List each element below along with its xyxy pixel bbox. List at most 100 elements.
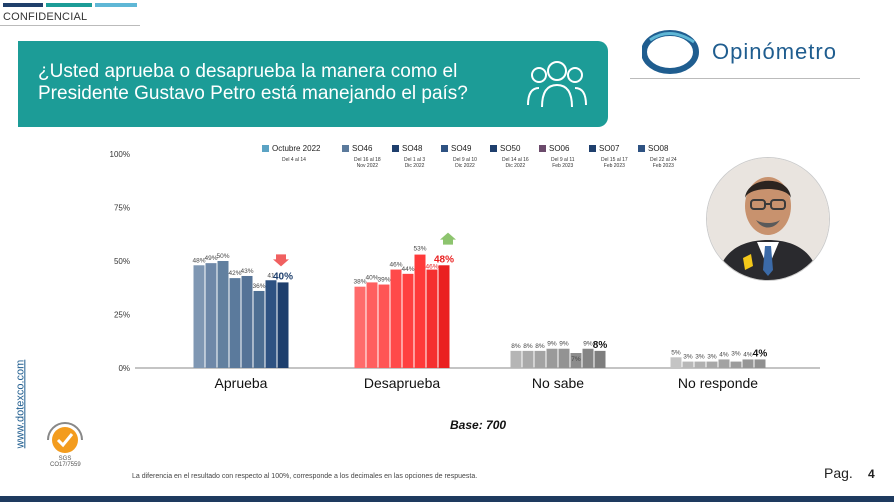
bar [534,350,546,368]
bar [426,269,438,368]
bar [402,273,414,368]
bar [594,350,606,368]
legend-label: SO08 [648,144,669,153]
bar [730,361,742,368]
bar [754,359,766,368]
data-label: 9% [547,341,557,348]
legend-swatch [589,145,596,152]
data-label: 41 [267,272,275,279]
topbar-segment-3 [95,3,137,7]
legend-swatch [490,145,497,152]
bar [682,361,694,368]
y-tick-label: 75% [114,204,130,213]
data-label: 44% [401,266,414,273]
data-label: 46% [389,262,402,269]
legend-swatch [539,145,546,152]
bar [510,350,522,368]
category-label: No sabe [532,375,584,391]
data-label: 53% [413,246,426,253]
footer-bar [0,496,894,502]
legend-label: SO50 [500,144,521,153]
legend-label: SO49 [451,144,472,153]
legend-label: SO06 [549,144,570,153]
bar [546,348,558,368]
legend-date-range: Del 22 al 24 Feb 2023 [650,157,677,169]
legend-date-range: Del 9 al 10 Dic 2022 [453,157,477,169]
bar [265,280,277,368]
data-label: 4% [719,351,729,358]
legend-swatch [441,145,448,152]
y-tick-label: 25% [114,311,130,320]
legend-swatch [638,145,645,152]
bar [706,361,718,368]
bar [694,361,706,368]
bar [522,350,534,368]
question-line-2: Presidente Gustavo Petro está manejando … [38,83,468,104]
trend-up-arrow-icon [440,232,456,245]
legend-swatch [342,145,349,152]
data-label: 9% [583,341,593,348]
president-photo [706,157,830,281]
data-label: 40% [273,271,293,282]
data-label: 9% [559,341,569,348]
legend-label: SO48 [402,144,423,153]
person-portrait-icon [707,158,829,280]
legend-label: SO07 [599,144,620,153]
data-label: 8% [511,343,521,350]
seal-label: SGS [59,456,72,462]
data-label: 43% [240,268,253,275]
base-label: Base: 700 [450,418,507,432]
trend-down-arrow-icon [273,254,289,267]
legend-date-range: Del 4 al 14 [282,157,306,163]
seal-code: CO17/7559 [50,462,81,468]
data-label: 8% [593,340,608,351]
sgs-certification-seal: SGS [44,420,86,462]
data-label: 50% [216,253,229,260]
bar [742,359,754,368]
bar [414,254,426,368]
data-label: 4% [753,348,768,359]
logo-text: Opinómetro [712,39,837,64]
opinometro-logo: Opinómetro [642,30,872,74]
people-group-icon [527,61,587,108]
data-label: 3% [731,351,741,358]
bar [354,286,366,368]
legend-swatch [262,145,269,152]
bar [570,353,582,368]
legend-date-range: Del 9 al 11 Feb 2023 [551,157,575,169]
category-label: No responde [678,375,758,391]
data-label: 49% [204,255,217,262]
bar [582,348,594,368]
data-label: 7% [571,356,581,363]
category-label: Desaprueba [364,375,440,391]
bar [390,269,402,368]
legend-label: Octubre 2022 [272,144,321,153]
data-label: 3% [707,354,717,361]
page-label: Pag. [824,465,853,481]
legend-date-range: Del 15 al 17 Feb 2023 [601,157,628,169]
legend-label: SO46 [352,144,373,153]
data-label: 39% [377,277,390,284]
logo-o-icon [642,30,699,74]
data-label: 36% [252,283,265,290]
website-link[interactable]: www.dotexco.com [14,359,27,449]
data-label: 8% [523,343,533,350]
bar [438,265,450,368]
bar [718,359,730,368]
data-label: 8% [535,343,545,350]
page-number: 4 [868,467,875,481]
y-tick-label: 0% [118,364,130,373]
data-label: 5% [671,349,681,356]
legend-date-range: Del 14 al 16 Dic 2022 [502,157,529,169]
bar [205,263,217,368]
topbar-segment-2 [46,3,92,7]
data-label: 38% [353,279,366,286]
bar [217,261,229,368]
footnote: La diferencia en el resultado con respec… [132,473,478,480]
data-label: 40% [365,274,378,281]
y-tick-label: 100% [110,150,130,159]
bar [241,275,253,368]
data-label: 3% [695,354,705,361]
bar [253,290,265,368]
